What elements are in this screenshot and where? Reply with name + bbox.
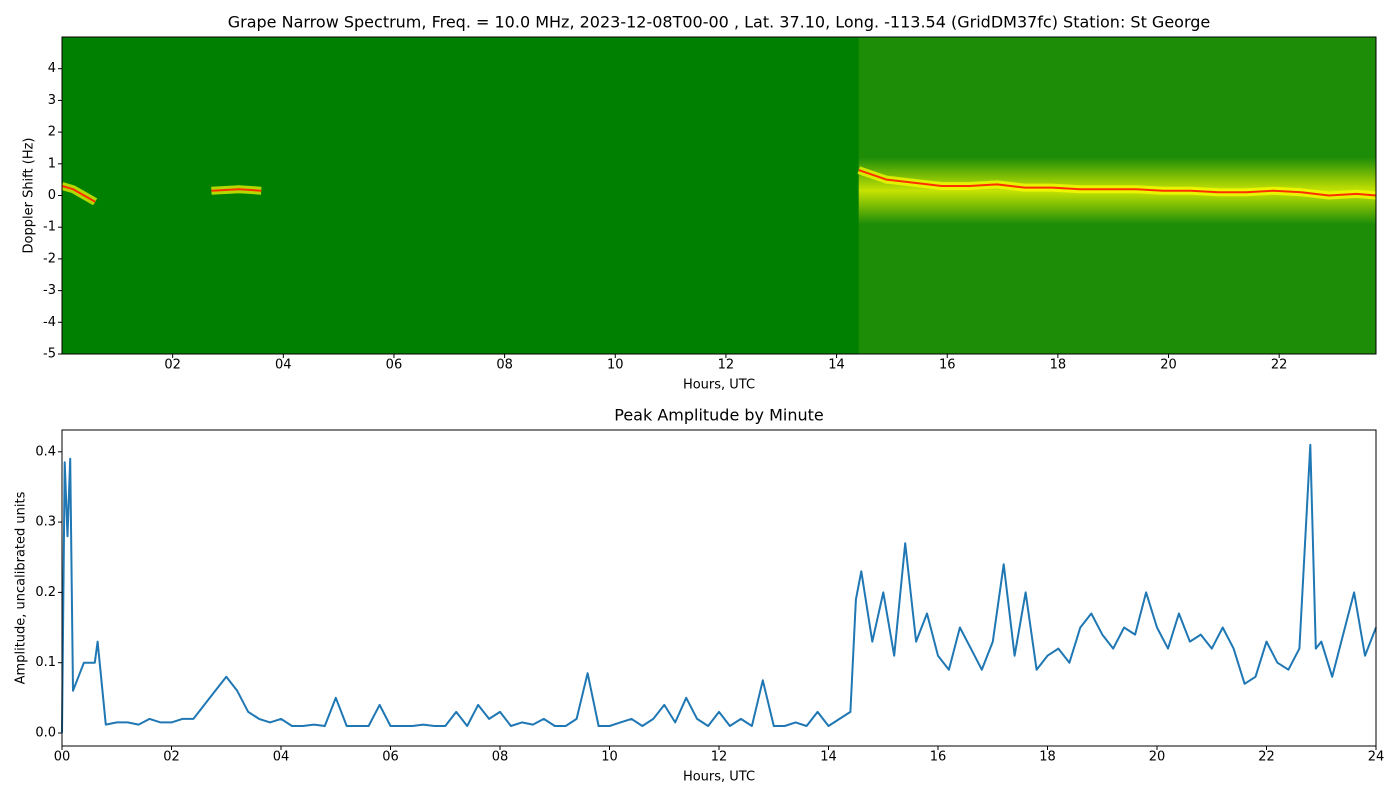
x-tick-label: 06 [382, 750, 399, 765]
x-tick-label: 14 [828, 358, 845, 373]
x-tick-label: 12 [718, 358, 735, 373]
y-tick-label: -5 [43, 347, 56, 362]
x-tick-label: 10 [601, 750, 618, 765]
x-tick-label: 22 [1258, 750, 1275, 765]
y-tick-label: -4 [43, 315, 56, 330]
chart-title: Peak Amplitude by Minute [614, 406, 824, 425]
y-tick-label: 0.4 [35, 444, 56, 459]
x-tick-label: 24 [1368, 750, 1385, 765]
y-tick-label: -2 [43, 251, 56, 266]
x-tick-label: 04 [275, 358, 292, 373]
y-tick-label: 0.2 [35, 585, 56, 600]
x-tick-label: 04 [273, 750, 290, 765]
x-tick-label: 02 [163, 750, 180, 765]
y-tick-label: -3 [43, 283, 56, 298]
y-axis-label: Amplitude, uncalibrated units [14, 491, 29, 684]
y-axis-label: Doppler Shift (Hz) [22, 138, 37, 254]
x-tick-label: 20 [1160, 358, 1177, 373]
y-tick-label: 1 [48, 156, 56, 171]
chart-title: Grape Narrow Spectrum, Freq. = 10.0 MHz,… [228, 13, 1211, 32]
x-tick-label: 18 [1039, 750, 1056, 765]
x-tick-label: 20 [1149, 750, 1166, 765]
y-tick-label: 4 [48, 61, 56, 76]
x-tick-label: 16 [930, 750, 947, 765]
axes-frame [61, 36, 1377, 355]
y-tick-label: 0 [48, 188, 56, 203]
y-tick-label: 3 [48, 93, 56, 108]
x-tick-label: 16 [939, 358, 956, 373]
x-tick-label: 18 [1050, 358, 1067, 373]
x-tick-label: 02 [164, 358, 181, 373]
x-tick-label: 06 [386, 358, 403, 373]
x-tick-label: 08 [496, 358, 513, 373]
axes-frame [61, 429, 1377, 747]
x-tick-label: 08 [492, 750, 509, 765]
x-tick-label: 14 [820, 750, 837, 765]
y-tick-label: 0.1 [35, 655, 56, 670]
y-tick-label: 0.3 [35, 515, 56, 530]
amplitude-line [61, 443, 1377, 734]
y-tick-label: 0.0 [35, 725, 56, 740]
x-tick-label: 00 [54, 750, 71, 765]
x-tick-label: 12 [711, 750, 728, 765]
doppler-trace [61, 169, 1377, 203]
y-tick-label: 2 [48, 125, 56, 140]
x-axis-label: Hours, UTC [683, 770, 755, 785]
y-tick-label: -1 [43, 220, 56, 235]
x-tick-label: 10 [607, 358, 624, 373]
x-tick-label: 22 [1271, 358, 1288, 373]
x-axis-label: Hours, UTC [683, 378, 755, 393]
plot-area [62, 430, 1376, 746]
